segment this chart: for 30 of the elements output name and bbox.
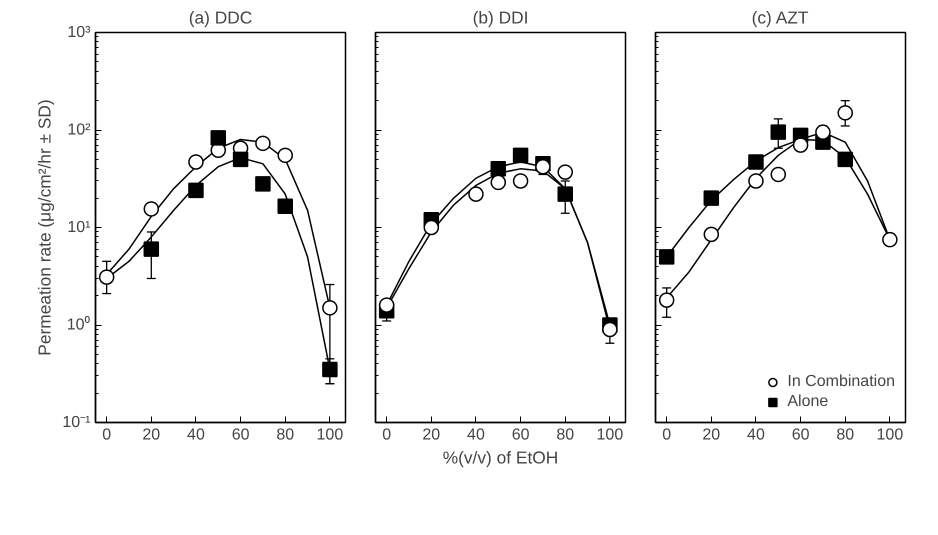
y-tick-label: 10⁻¹ [62,414,90,431]
x-tick-label: 20 [702,426,720,444]
chart-title: (a) DDC [188,8,252,28]
x-axis-title: %(v/v) of EtOH [442,448,558,468]
y-tick-label: 10² [67,122,92,138]
x-tick-label: 80 [836,426,854,444]
legend-label: Alone [787,393,828,411]
x-tick-label: 40 [747,426,765,444]
chart-title: (b) DDI [472,8,528,28]
legend-label: In Combination [787,373,895,391]
x-tick-label: 0 [662,426,672,444]
x-tick-label: 40 [187,426,205,444]
x-tick-label: 100 [316,426,344,444]
x-tick-label: 100 [876,426,904,444]
x-tick-label: 20 [422,426,440,444]
y-axis-title: Permeation rate (μg/cm²/hr ± SD) [34,99,54,356]
x-tick-label: 100 [596,426,624,444]
y-tick-label: 10⁰ [66,316,90,334]
x-tick-label: 60 [232,426,250,444]
x-tick-label: 0 [102,426,112,444]
x-tick-label: 0 [382,426,392,444]
x-tick-label: 20 [142,426,160,444]
y-tick-label: 10³ [67,24,92,41]
y-tick-label: 10¹ [67,219,90,236]
x-tick-label: 80 [556,426,574,444]
x-tick-label: 60 [792,426,810,444]
x-tick-label: 80 [276,426,294,444]
x-tick-label: 40 [467,426,485,444]
x-tick-label: 60 [512,426,530,444]
chart-title: (c) AZT [752,8,809,28]
